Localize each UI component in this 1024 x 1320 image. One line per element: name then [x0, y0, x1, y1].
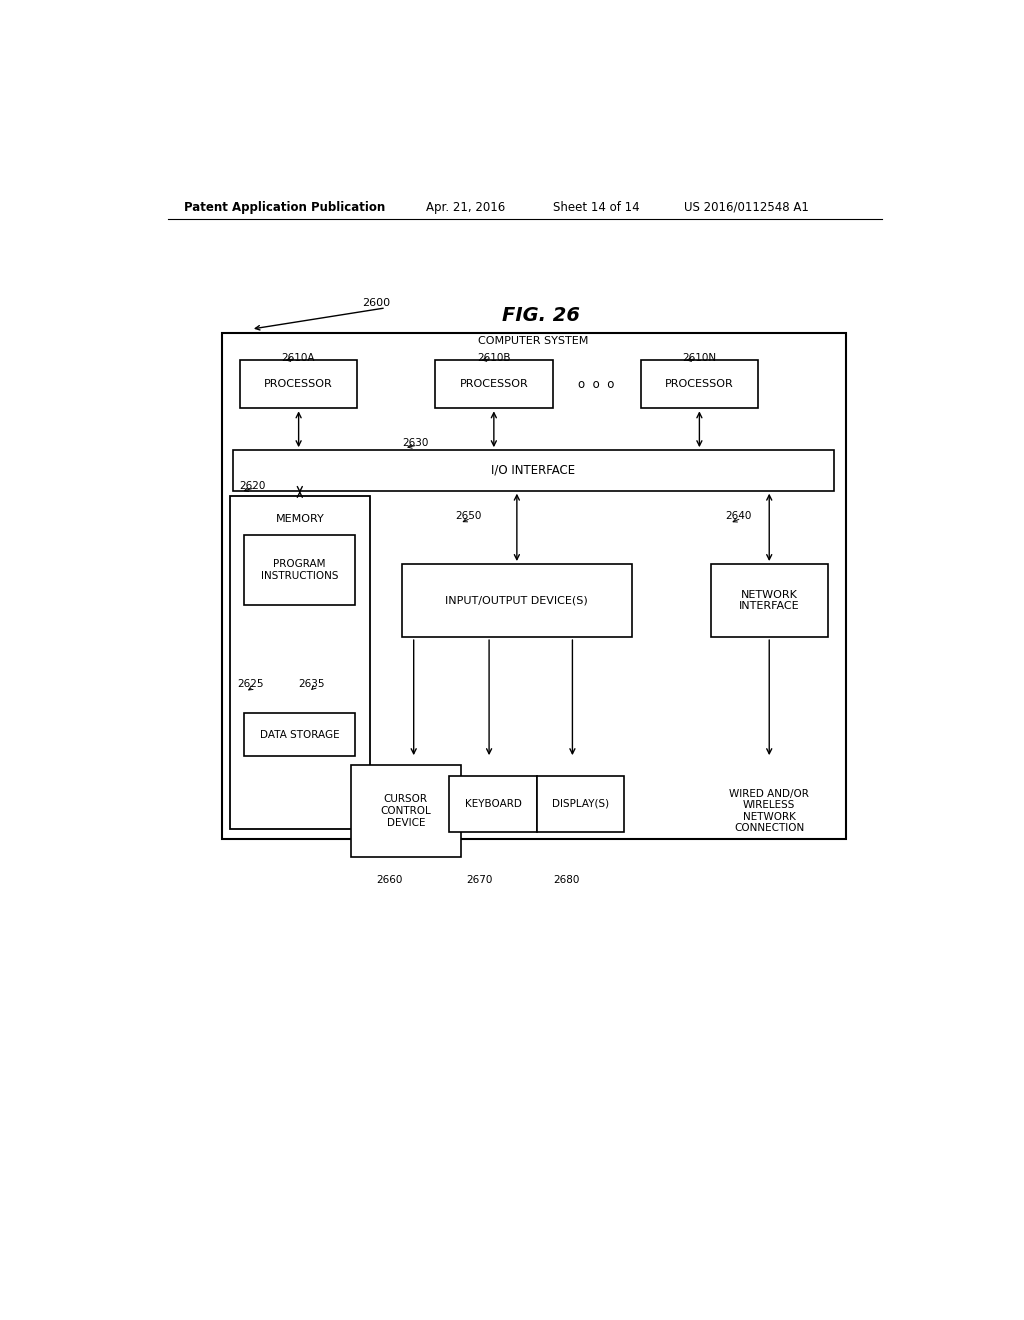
Text: CURSOR
CONTROL
DEVICE: CURSOR CONTROL DEVICE [380, 795, 431, 828]
Text: FIG. 26: FIG. 26 [502, 306, 580, 326]
Text: Sheet 14 of 14: Sheet 14 of 14 [553, 201, 639, 214]
Bar [240, 359, 357, 408]
Bar [401, 564, 632, 638]
Text: WIRED AND/OR
WIRELESS
NETWORK
CONNECTION: WIRED AND/OR WIRELESS NETWORK CONNECTION [729, 788, 809, 833]
Text: US 2016/0112548 A1: US 2016/0112548 A1 [684, 201, 808, 214]
Bar [232, 450, 835, 491]
Bar [221, 333, 846, 840]
Text: 2650: 2650 [455, 511, 481, 521]
Bar [244, 713, 355, 756]
Bar [244, 536, 355, 605]
Text: PROCESSOR: PROCESSOR [264, 379, 333, 389]
Text: o  o  o: o o o [578, 378, 614, 391]
Bar [711, 564, 828, 638]
Text: 2610N: 2610N [682, 352, 716, 363]
Text: 2610B: 2610B [477, 352, 511, 363]
Bar [351, 766, 461, 857]
Bar [229, 496, 370, 829]
Text: 2625: 2625 [238, 678, 264, 689]
Bar [450, 776, 537, 832]
Text: 2610A: 2610A [282, 352, 314, 363]
Text: NETWORK
INTERFACE: NETWORK INTERFACE [739, 590, 800, 611]
Bar [641, 359, 758, 408]
Text: Apr. 21, 2016: Apr. 21, 2016 [426, 201, 505, 214]
Bar [537, 776, 624, 832]
Text: 2670: 2670 [466, 875, 493, 884]
Text: DISPLAY(S): DISPLAY(S) [552, 799, 609, 809]
Text: I/O INTERFACE: I/O INTERFACE [492, 463, 575, 477]
Text: INPUT/OUTPUT DEVICE(S): INPUT/OUTPUT DEVICE(S) [445, 595, 588, 606]
Text: 2660: 2660 [377, 875, 403, 884]
Bar [435, 359, 553, 408]
Text: 2635: 2635 [299, 678, 326, 689]
Text: 2600: 2600 [362, 298, 390, 308]
Text: 2640: 2640 [726, 511, 752, 521]
Text: PROCESSOR: PROCESSOR [460, 379, 528, 389]
Text: PROCESSOR: PROCESSOR [665, 379, 734, 389]
Text: 2630: 2630 [401, 438, 428, 447]
Text: MEMORY: MEMORY [275, 515, 325, 524]
Text: 2620: 2620 [240, 480, 265, 491]
Text: Patent Application Publication: Patent Application Publication [183, 201, 385, 214]
Text: KEYBOARD: KEYBOARD [465, 799, 521, 809]
Text: PROGRAM
INSTRUCTIONS: PROGRAM INSTRUCTIONS [261, 560, 338, 581]
Text: 2680: 2680 [554, 875, 580, 884]
Text: COMPUTER SYSTEM: COMPUTER SYSTEM [478, 337, 589, 346]
Text: DATA STORAGE: DATA STORAGE [260, 730, 339, 739]
